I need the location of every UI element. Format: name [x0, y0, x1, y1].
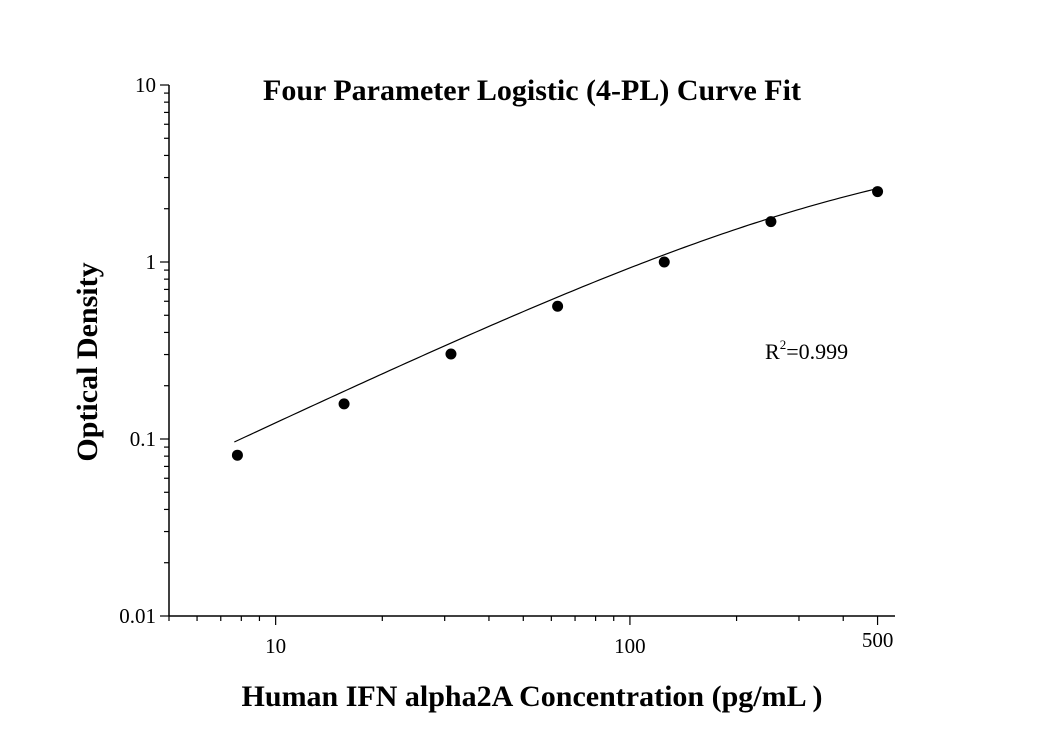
x-axis-title: Human IFN alpha2A Concentration (pg/mL ) [242, 680, 823, 713]
y-tick-label: 0.01 [119, 604, 156, 628]
y-tick-label: 0.1 [130, 427, 156, 451]
r-squared-value: =0.999 [786, 339, 848, 364]
data-point [658, 256, 670, 268]
data-point [445, 348, 457, 360]
fit-curve-group [234, 187, 878, 443]
y-axis-title: Optical Density [71, 262, 104, 461]
r-squared-annotation: R2=0.999 [765, 337, 848, 364]
data-point [872, 186, 884, 198]
x-tick-label: 10 [265, 634, 286, 658]
x-tick-label: 100 [614, 634, 646, 658]
y-tick-label: 1 [146, 250, 157, 274]
data-point [552, 300, 564, 312]
y-tick-label: 10 [135, 73, 156, 97]
data-points [231, 186, 884, 461]
ticks: 10 100 500 0.01 0.1 1 10 [119, 73, 893, 658]
fit-curve [234, 187, 878, 443]
axes [168, 85, 895, 617]
r-squared-base: R [765, 339, 780, 364]
x-tick-label: 500 [862, 628, 894, 652]
chart-title: Four Parameter Logistic (4-PL) Curve Fit [263, 74, 801, 107]
r-squared-superscript: 2 [780, 337, 787, 352]
data-point [231, 449, 243, 461]
data-point [765, 216, 777, 228]
data-point [338, 398, 350, 410]
